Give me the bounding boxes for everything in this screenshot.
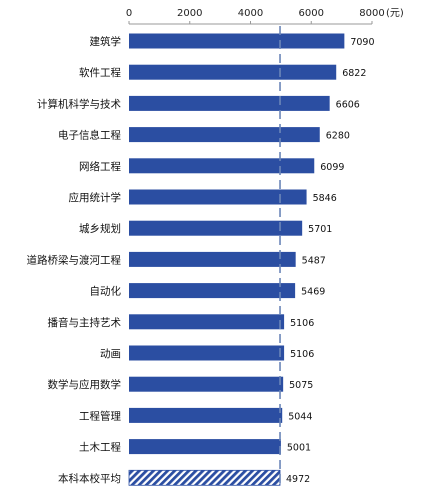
- x-tick-label: 4000: [238, 8, 263, 19]
- category-label: 数学与应用数学: [48, 378, 122, 391]
- bar: [129, 127, 320, 143]
- category-label: 电子信息工程: [58, 129, 121, 142]
- category-label: 应用统计学: [69, 191, 122, 204]
- bar: [129, 439, 281, 455]
- category-label: 软件工程: [79, 66, 121, 79]
- value-label: 6822: [342, 68, 366, 79]
- bar: [129, 345, 285, 361]
- category-labels: 建筑学软件工程计算机科学与技术电子信息工程网络工程应用统计学城乡规划道路桥梁与渡…: [27, 35, 122, 485]
- bar: [129, 158, 315, 174]
- category-label: 动画: [100, 348, 121, 360]
- category-label: 网络工程: [79, 160, 121, 173]
- bar: [129, 251, 296, 267]
- bar-average: [128, 469, 281, 486]
- bar: [129, 314, 285, 330]
- value-labels: 7090 6822 6606 6280 6099 5846 5701 5487 5469 5106…: [286, 37, 375, 485]
- x-tick-label: 6000: [299, 8, 324, 19]
- category-label: 本科本校平均: [58, 472, 121, 485]
- value-label: 5487: [302, 255, 326, 266]
- value-label: 5106: [290, 318, 314, 329]
- bar: [129, 64, 337, 80]
- value-label: 5075: [289, 380, 313, 391]
- x-axis: 0 2000 4000 6000 8000 (元): [126, 8, 404, 25]
- bar: [129, 95, 330, 111]
- value-label: 6280: [326, 131, 350, 142]
- category-label: 城乡规划: [79, 222, 121, 235]
- value-label: 5106: [290, 349, 314, 360]
- bar: [129, 33, 345, 49]
- x-axis-unit: (元): [386, 8, 404, 19]
- x-tick-label: 2000: [177, 8, 202, 19]
- category-label: 自动化: [90, 285, 122, 298]
- value-label: 5001: [287, 443, 311, 454]
- value-label: 4972: [286, 474, 310, 485]
- value-label: 7090: [350, 37, 374, 48]
- category-label: 工程管理: [79, 409, 121, 422]
- category-label: 建筑学: [90, 35, 122, 48]
- value-label: 6606: [336, 99, 360, 110]
- category-label: 播音与主持艺术: [48, 316, 122, 329]
- category-label: 土木工程: [79, 441, 121, 454]
- x-tick-label: 8000: [359, 8, 384, 19]
- category-label: 道路桥梁与渡河工程: [27, 253, 122, 266]
- value-label: 5701: [308, 224, 332, 235]
- bar: [129, 220, 303, 236]
- value-label: 5469: [301, 287, 325, 298]
- bar: [129, 283, 296, 299]
- category-label: 计算机科学与技术: [37, 97, 121, 110]
- x-tick-label: 0: [126, 8, 132, 19]
- bar: [129, 376, 284, 392]
- value-label: 6099: [320, 162, 344, 173]
- bar: [129, 407, 283, 423]
- value-label: 5044: [288, 411, 312, 422]
- bar: [129, 189, 307, 205]
- value-label: 5846: [313, 193, 337, 204]
